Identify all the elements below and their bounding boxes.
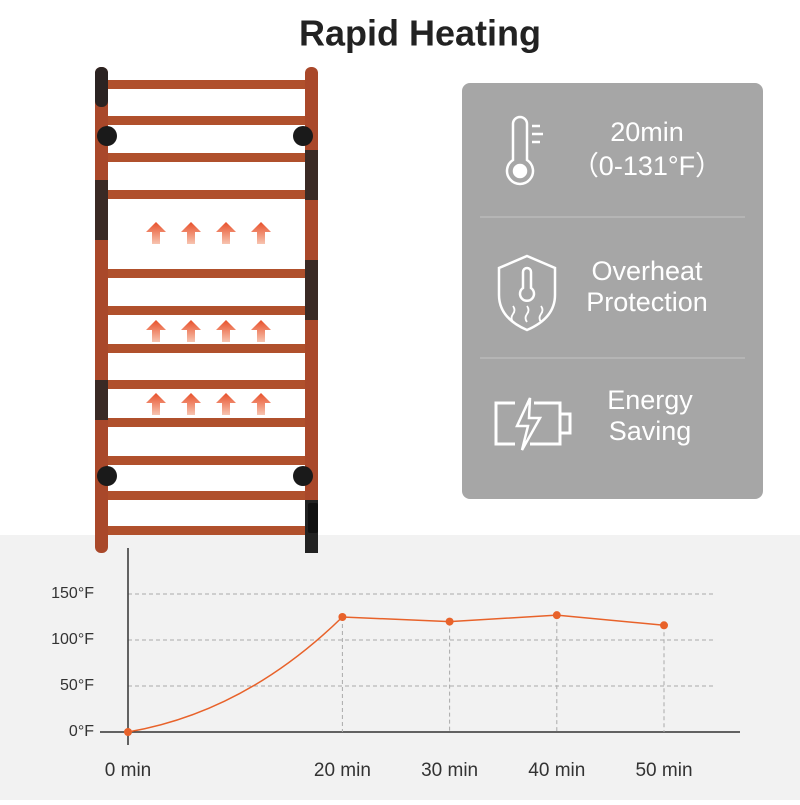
feature-title: 20min — [610, 117, 684, 147]
y-tick-label: 50°F — [60, 677, 94, 694]
feature-subtitle: （0-131°F） — [572, 151, 722, 181]
x-tick-label: 20 min — [314, 760, 371, 781]
y-tick-label: 0°F — [69, 723, 94, 740]
point — [660, 621, 668, 630]
point — [338, 613, 347, 621]
title: Rapid Heating — [299, 13, 541, 54]
x-tick-label: 50 min — [635, 760, 692, 781]
x-tick-label: 0 min — [105, 760, 151, 781]
feature-subtitle: Saving — [609, 416, 692, 446]
battery-icon — [494, 397, 572, 451]
feature-title: Energy — [607, 385, 693, 415]
point — [552, 611, 561, 620]
feature-title: Overheat — [591, 256, 703, 286]
shield-icon — [497, 254, 557, 332]
x-tick-label: 30 min — [421, 760, 478, 781]
y-tick-label: 100°F — [51, 631, 94, 648]
feature-subtitle: Protection — [586, 287, 708, 317]
chart-background — [0, 535, 800, 800]
thermometer-icon — [505, 115, 543, 186]
chart: 0°F 50°F 100°F 150°F 0 min 20 min 30 min 40 min… — [51, 548, 740, 781]
x-tick-label: 40 min — [528, 760, 585, 781]
towel-rack — [95, 67, 318, 553]
y-tick-label: 150°F — [51, 585, 94, 602]
point — [445, 617, 454, 626]
point — [124, 728, 132, 736]
